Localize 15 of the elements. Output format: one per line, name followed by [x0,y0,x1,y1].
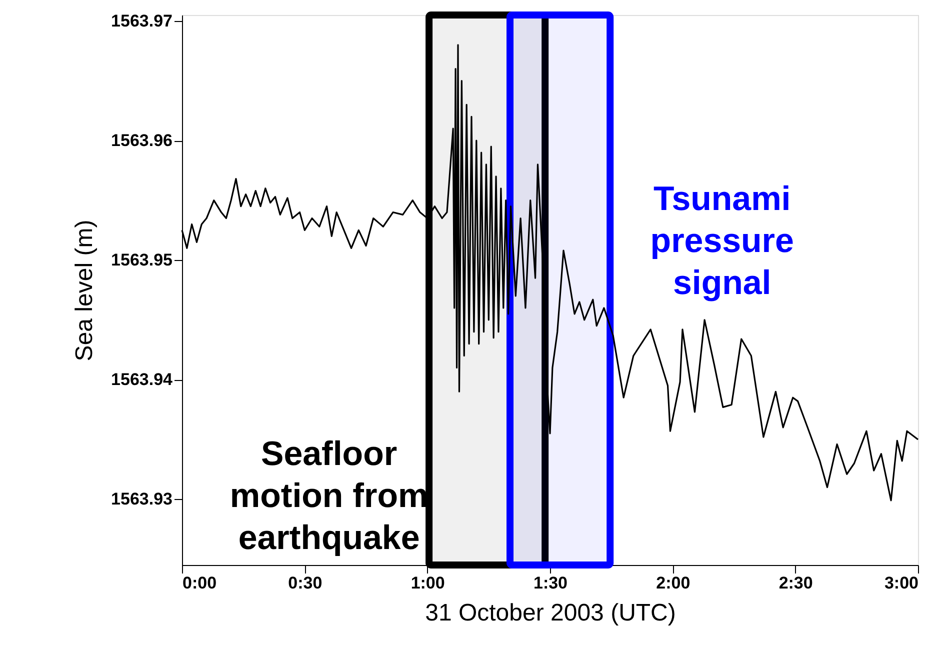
x-tick-label: 1:30 [533,574,568,592]
x-axis-title: 31 October 2003 (UTC) [425,600,676,626]
x-tick-label: 0:30 [288,574,322,592]
y-axis-title: Sea level (m) [71,220,98,362]
band-label: Tsunami pressure signal [650,180,794,302]
x-tick-label: 3:00 [884,574,918,592]
y-tick-label: 1563.97 [111,11,172,30]
x-tick-label: 2:00 [656,574,690,592]
y-tick-label: 1563.95 [111,250,172,270]
x-tick-label: 2:30 [778,574,813,592]
x-tick-label: 0:00 [182,574,217,592]
y-tick-label: 1563.94 [111,370,174,390]
x-tick-label: 1:00 [410,574,445,592]
y-tick-label: 1563.96 [111,131,172,150]
y-tick-label: 1563.93 [111,490,172,509]
